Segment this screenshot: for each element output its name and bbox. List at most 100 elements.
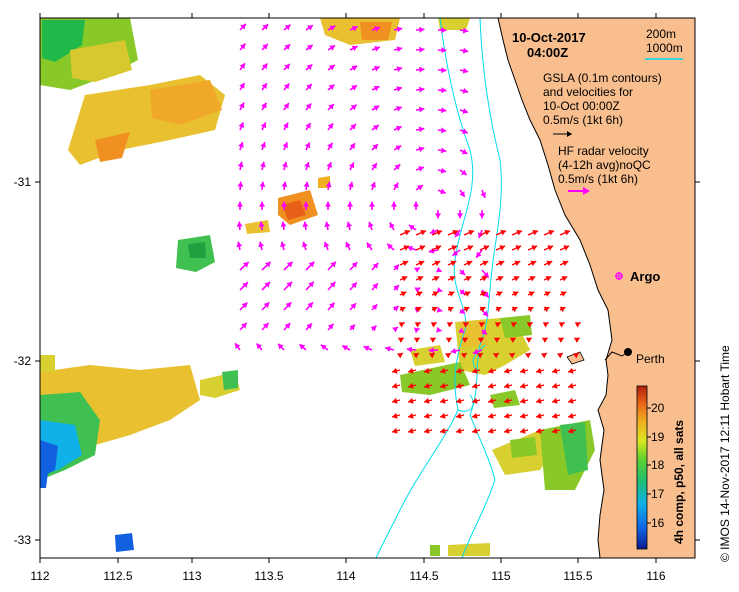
velocity-arrow-head	[419, 86, 425, 93]
velocity-arrow-head	[488, 397, 494, 404]
velocity-arrow-head	[456, 397, 462, 404]
velocity-arrow-head	[446, 322, 453, 328]
velocity-arrow-head	[510, 322, 517, 328]
x-tick-label: 115.5	[563, 569, 592, 583]
velocity-arrow-head	[306, 83, 312, 90]
velocity-arrow-head	[496, 291, 503, 297]
velocity-arrow-head	[440, 382, 446, 389]
velocity-arrow-head	[497, 275, 504, 282]
velocity-arrow-head	[415, 306, 422, 313]
velocity-arrow-head	[403, 245, 410, 251]
velocity-arrow-head	[458, 327, 465, 333]
velocity-arrow-head	[284, 63, 290, 70]
velocity-arrow-head	[304, 162, 310, 168]
velocity-arrow-head	[463, 306, 470, 313]
velocity-arrow-head	[462, 322, 469, 328]
velocity-arrow-head	[302, 241, 308, 248]
contour-legend-1000m: 1000m	[646, 41, 683, 55]
velocity-arrow-head	[504, 412, 510, 419]
velocity-arrow-head	[349, 324, 355, 331]
hf-note-line1: HF radar velocity	[558, 144, 649, 158]
x-tick-label: 113	[182, 569, 201, 583]
velocity-arrow-head	[418, 146, 425, 153]
velocity-arrow-head	[262, 24, 269, 30]
velocity-arrow-head	[424, 382, 430, 389]
velocity-arrow-head	[420, 229, 426, 236]
velocity-arrow-head	[408, 397, 414, 404]
velocity-arrow-head	[239, 82, 245, 89]
argo-marker	[615, 272, 623, 280]
velocity-arrow-head	[347, 181, 354, 188]
velocity-arrow-head	[435, 245, 442, 251]
velocity-arrow-head	[498, 260, 505, 267]
velocity-arrow-head	[351, 282, 357, 289]
velocity-arrow-head	[461, 148, 468, 155]
velocity-arrow-head	[280, 221, 287, 227]
velocity-arrow-head	[414, 322, 421, 328]
velocity-arrow-head	[548, 229, 554, 236]
velocity-arrow-head	[307, 302, 313, 309]
velocity-arrow-head	[400, 291, 407, 297]
velocity-arrow-head	[372, 144, 379, 150]
velocity-arrow-head	[568, 382, 574, 389]
velocity-arrow-head	[461, 337, 468, 343]
velocity-arrow-head	[308, 261, 315, 268]
velocity-arrow-head	[412, 353, 419, 359]
velocity-arrow-head	[430, 322, 437, 328]
velocity-arrow-head	[241, 302, 248, 309]
velocity-arrow-head	[280, 241, 286, 248]
velocity-arrow-head	[351, 25, 358, 32]
x-tick-label: 112	[30, 569, 49, 583]
velocity-arrow-head	[499, 245, 506, 251]
velocity-arrow-head	[283, 83, 290, 90]
sst-patches	[40, 18, 595, 556]
velocity-arrow-head	[488, 412, 494, 419]
velocity-arrow-head	[472, 427, 478, 434]
velocity-arrow-head	[242, 282, 248, 288]
velocity-arrow-head	[281, 201, 287, 207]
velocity-arrow-head	[328, 302, 335, 309]
velocity-arrow-head	[408, 412, 414, 419]
velocity-arrow-head	[237, 161, 244, 168]
velocity-arrow-head	[558, 322, 565, 328]
gsla-note-line2: and velocities for	[543, 85, 633, 99]
velocity-arrow-head	[460, 169, 467, 176]
velocity-arrow-head	[391, 201, 397, 207]
velocity-arrow-head	[483, 291, 489, 298]
velocity-arrow-head	[261, 102, 267, 109]
velocity-arrow-head	[429, 337, 436, 343]
velocity-arrow-head	[528, 291, 535, 297]
velocity-arrow-head	[472, 412, 478, 419]
velocity-arrow-head	[237, 201, 243, 207]
colorbar-tick-label: 20	[651, 401, 665, 415]
velocity-arrow-head	[328, 104, 334, 110]
x-tick-label: 112.5	[103, 569, 132, 583]
velocity-arrow-head	[396, 106, 402, 112]
x-tick-label: 114	[336, 569, 355, 583]
velocity-arrow-head	[424, 427, 430, 434]
velocity-arrow-head	[306, 323, 312, 330]
velocity-arrow-head	[374, 26, 380, 32]
velocity-arrow-head	[327, 123, 334, 130]
contour-legend-200m: 200m	[646, 27, 676, 41]
swan-river	[604, 351, 629, 361]
velocity-arrow-head	[440, 367, 446, 374]
velocity-arrow-head	[440, 412, 446, 419]
velocity-arrow-head	[419, 46, 425, 53]
velocity-arrow-head	[401, 275, 408, 282]
velocity-arrow-head	[546, 260, 553, 267]
colorbar-tick-label: 16	[651, 516, 665, 530]
gsla-scale-arrow	[553, 131, 572, 137]
velocity-arrow-head	[392, 412, 398, 419]
plot-frame	[39, 17, 696, 559]
velocity-arrow-head	[462, 67, 469, 74]
velocity-arrow-head	[372, 262, 379, 269]
velocity-arrow-head	[440, 188, 446, 195]
velocity-arrow-head	[373, 85, 380, 92]
velocity-arrow-head	[574, 322, 581, 328]
velocity-arrow-head	[450, 260, 457, 267]
velocity-arrow-head	[462, 128, 468, 135]
velocity-arrow-head	[349, 143, 356, 150]
x-axis-labels: 112 112.5 113 113.5 114 114.5 115 115.5 …	[30, 569, 665, 583]
velocity-arrow-head	[260, 142, 266, 148]
